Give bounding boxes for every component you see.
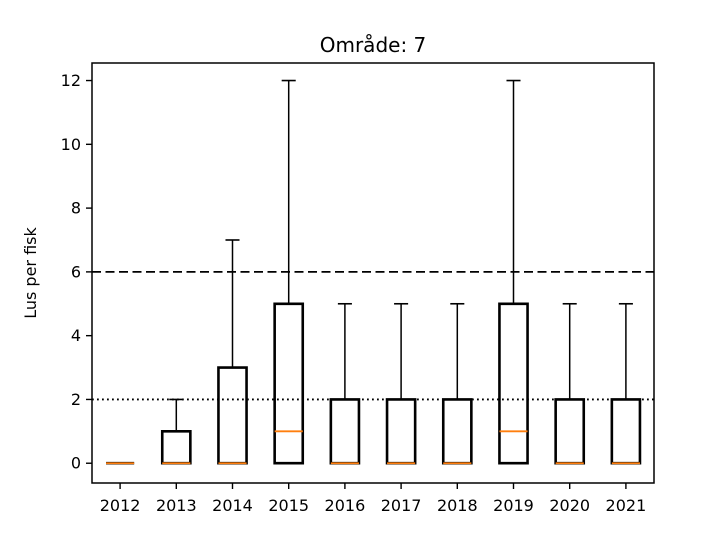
y-axis-label: Lus per fisk xyxy=(21,227,40,319)
axes-background xyxy=(92,63,654,483)
axes-spines xyxy=(91,62,655,484)
y-tick-label: 0 xyxy=(71,454,81,473)
x-tick-label: 2018 xyxy=(437,496,478,515)
x-tick-label: 2020 xyxy=(549,496,590,515)
x-tick-label: 2017 xyxy=(381,496,422,515)
y-tick-label: 6 xyxy=(71,262,81,281)
x-tick-label: 2014 xyxy=(212,496,253,515)
x-tick-label: 2016 xyxy=(325,496,366,515)
box-2015 xyxy=(273,302,305,465)
y-tick-label: 4 xyxy=(71,326,81,345)
y-tick-label: 2 xyxy=(71,390,81,409)
y-tick-label: 8 xyxy=(71,199,81,218)
x-tick-label: 2012 xyxy=(100,496,141,515)
x-tick-label: 2013 xyxy=(156,496,197,515)
box-2019 xyxy=(498,302,529,465)
y-tick-label: 10 xyxy=(61,135,81,154)
chart-title: Område: 7 xyxy=(320,33,427,57)
y-tick-label: 12 xyxy=(61,71,81,90)
x-tick-label: 2021 xyxy=(606,496,647,515)
x-tick-label: 2019 xyxy=(493,496,534,515)
x-tick-label: 2015 xyxy=(268,496,309,515)
